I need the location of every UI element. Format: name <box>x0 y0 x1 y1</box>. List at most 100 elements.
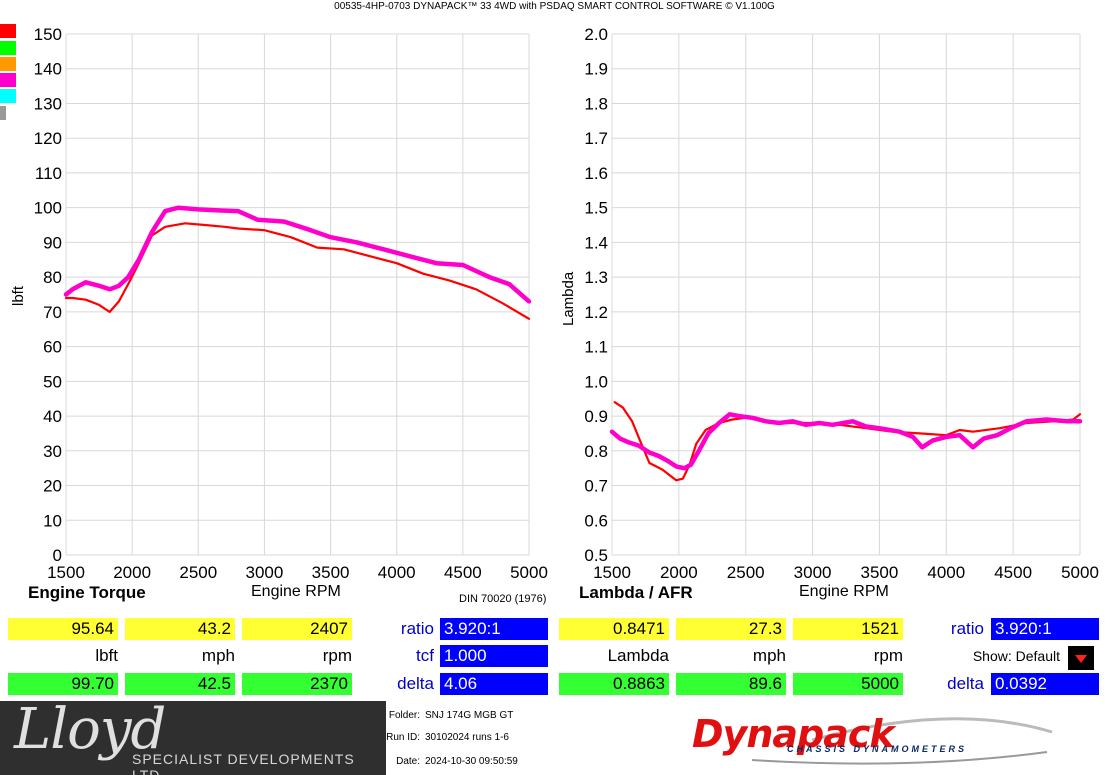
torque-y-tick-label: 50 <box>43 372 62 391</box>
torque-tcf-label: tcf <box>416 646 434 665</box>
legend-swatch-magenta[interactable] <box>0 73 16 87</box>
torque-unit-lbft: lbft <box>95 646 118 665</box>
legend-swatch-red[interactable] <box>0 24 16 38</box>
torque-x-tick-label: 4500 <box>444 563 482 582</box>
dropdown-arrow-icon <box>1075 655 1087 663</box>
lambda-y-tick-label: 1.0 <box>584 372 608 391</box>
lambda-cursor2-lambda: 0.8863 <box>559 673 669 695</box>
torque-y-tick-label: 20 <box>43 477 62 496</box>
dynapack-wordmark: Dynapack <box>692 712 895 756</box>
torque-y-tick-label: 140 <box>34 60 62 79</box>
torque-ratio-label: ratio <box>400 619 434 638</box>
date-label: Date: <box>396 756 420 767</box>
date-value: 2024-10-30 09:50:59 <box>425 756 518 767</box>
torque-y-tick-label: 40 <box>43 407 62 426</box>
lambda-x-tick-label: 4500 <box>994 563 1032 582</box>
lambda-y-tick-label: 0.5 <box>584 546 608 565</box>
torque-ratio-value[interactable]: 3.920:1 <box>440 618 548 640</box>
lambda-cursor1-rpm: 1521 <box>793 618 903 640</box>
lambda-ratio-value[interactable]: 3.920:1 <box>991 618 1099 640</box>
logo-subtitle: SPECIALIST DEVELOPMENTS LTD <box>132 751 355 775</box>
torque-unit-rpm: rpm <box>322 646 352 665</box>
lambda-delta-value: 0.0392 <box>991 673 1099 695</box>
torque-series-line-1 <box>64 222 531 320</box>
torque-cursor1-mph: 43.2 <box>125 618 235 640</box>
lambda-y-tick-label: 0.8 <box>584 442 608 461</box>
folder-label: Folder: <box>388 710 420 721</box>
legend-swatch-grey[interactable] <box>0 106 6 120</box>
lambda-y-tick-label: 1.4 <box>584 233 608 252</box>
lambda-x-tick-label: 3000 <box>794 563 832 582</box>
legend-swatch-green[interactable] <box>0 41 16 55</box>
torque-series-line-2 <box>63 205 532 304</box>
app-title: 00535-4HP-0703 DYNAPACK™ 33 4WD with PSD… <box>334 1 775 12</box>
show-dropdown-button[interactable] <box>1068 646 1094 670</box>
torque-y-axis-label: lbft <box>10 285 27 306</box>
dynapack-logo: Dynapack CHASSIS DYNAMOMETERS <box>692 712 1062 770</box>
torque-y-tick-label: 90 <box>43 233 62 252</box>
torque-cursor2-lbft: 99.70 <box>8 673 118 695</box>
torque-y-tick-label: 120 <box>34 129 62 148</box>
torque-x-tick-label: 3500 <box>312 563 350 582</box>
lambda-series-line-2 <box>609 412 1083 471</box>
lambda-x-tick-label: 4000 <box>927 563 965 582</box>
torque-x-tick-label: 3000 <box>246 563 284 582</box>
lambda-ratio-label: ratio <box>950 619 984 638</box>
lambda-y-tick-label: 1.6 <box>584 164 608 183</box>
legend-swatch-orange[interactable] <box>0 57 16 71</box>
torque-x-tick-label: 5000 <box>510 563 548 582</box>
lambda-cursor1-lambda: 0.8471 <box>559 618 669 640</box>
lambda-y-tick-label: 2.0 <box>584 25 608 44</box>
lambda-cursor2-mph: 89.6 <box>676 673 786 695</box>
lambda-y-tick-label: 1.2 <box>584 303 608 322</box>
lambda-unit-lambda: Lambda <box>607 646 669 665</box>
torque-y-tick-label: 70 <box>43 303 62 322</box>
lambda-y-tick-label: 0.9 <box>584 407 608 426</box>
torque-delta-value: 4.06 <box>440 673 548 695</box>
lambda-y-tick-label: 1.5 <box>584 199 608 218</box>
torque-chart: 0 10 20 30 40 50 60 70 80 90 100 110 120 130 140 150 150… <box>34 25 548 582</box>
charts-svg: 0 10 20 30 40 50 60 70 80 90 100 110 120 130 140 150 150… <box>34 25 1099 582</box>
lambda-unit-rpm: rpm <box>873 646 903 665</box>
lambda-y-tick-label: 1.9 <box>584 60 608 79</box>
torque-cursor2-rpm: 2370 <box>242 673 352 695</box>
torque-chart-title: Engine Torque <box>28 583 146 602</box>
lambda-x-tick-label: 3500 <box>861 563 899 582</box>
date-info: Date: 2024-10-30 09:50:59 <box>372 756 518 768</box>
lambda-x-tick-label: 5000 <box>1061 563 1099 582</box>
legend-swatch-cyan[interactable] <box>0 89 16 103</box>
torque-x-tick-label: 4000 <box>378 563 416 582</box>
torque-y-tick-label: 100 <box>34 199 62 218</box>
lambda-x-tick-label: 2500 <box>727 563 765 582</box>
torque-delta-label: delta <box>397 674 434 693</box>
run-label: Run ID: <box>386 732 420 743</box>
torque-y-tick-label: 80 <box>43 268 62 287</box>
torque-y-tick-label: 60 <box>43 338 62 357</box>
lambda-unit-mph: mph <box>752 646 786 665</box>
lambda-x-axis-label: Engine RPM <box>799 583 889 600</box>
logo-script-text: Lloyd <box>14 701 166 762</box>
torque-x-tick-label: 2500 <box>179 563 217 582</box>
dynapack-swoosh <box>751 717 1053 765</box>
lambda-chart-title: Lambda / AFR <box>579 583 693 602</box>
lambda-y-tick-label: 0.7 <box>584 477 608 496</box>
lambda-cursor2-rpm: 5000 <box>793 673 903 695</box>
lloyd-logo: Lloyd SPECIALIST DEVELOPMENTS LTD <box>0 701 386 775</box>
torque-y-tick-label: 110 <box>35 164 62 183</box>
din-standard-label: DIN 70020 (1976) <box>459 593 547 605</box>
lambda-y-tick-label: 1.1 <box>584 338 608 357</box>
torque-unit-mph: mph <box>201 646 235 665</box>
torque-x-tick-label: 1500 <box>47 563 85 582</box>
lambda-y-axis-label: Lambda <box>560 271 577 326</box>
torque-cursor1-lbft: 95.64 <box>8 618 118 640</box>
lambda-chart: 0.5 0.6 0.7 0.8 0.9 1.0 1.1 1.2 1.3 1.4 1.5 1.6 1.7 1… <box>584 25 1099 582</box>
lambda-x-tick-label: 1500 <box>593 563 631 582</box>
lambda-cursor1-mph: 27.3 <box>676 618 786 640</box>
torque-tcf-value[interactable]: 1.000 <box>440 645 548 667</box>
folder-info: Folder: SNJ 174G MGB GT <box>372 710 513 722</box>
lambda-y-tick-label: 0.6 <box>584 511 608 530</box>
torque-y-tick-label: 10 <box>43 511 62 530</box>
lambda-y-tick-label: 1.8 <box>584 94 608 113</box>
lambda-delta-label: delta <box>947 674 984 693</box>
folder-value: SNJ 174G MGB GT <box>425 710 514 721</box>
